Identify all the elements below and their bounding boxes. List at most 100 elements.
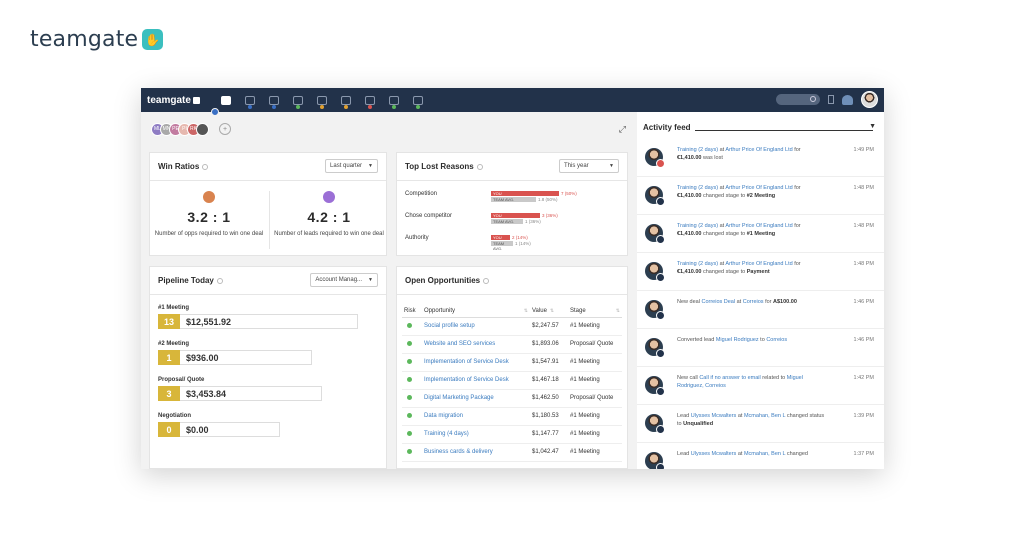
nav-briefcase[interactable] xyxy=(310,88,334,112)
col-value[interactable]: Value ⇅ xyxy=(530,305,568,318)
table-row[interactable]: Digital Marketing Package $1,462.50 Propos… xyxy=(402,389,622,408)
value-cell: $1,462.50 xyxy=(530,389,568,408)
activity-type-icon xyxy=(656,235,665,244)
nav-globe[interactable] xyxy=(238,88,262,112)
pipeline-stage[interactable]: #1 Meeting 13 $12,551.92 xyxy=(158,305,358,329)
opportunity-cell[interactable]: Implementation of Service Desk xyxy=(422,371,530,390)
opportunity-cell[interactable]: Implementation of Service Desk xyxy=(422,353,530,372)
table-row[interactable]: Training (4 days) $1,147.77 #1 Meeting xyxy=(402,425,622,444)
you-bar-label: 7 (50%) xyxy=(561,191,577,196)
feed-time: 1:37 PM xyxy=(853,451,874,457)
feed-link[interactable]: Mcmahan, Ben L xyxy=(743,451,786,457)
feed-link[interactable]: Miguel Rodriguez, Correios xyxy=(677,375,803,390)
nav-status-dot xyxy=(415,105,420,109)
table-row[interactable]: Website and SEO services $1,893.06 Proposa… xyxy=(402,335,622,354)
nav-status-dot xyxy=(367,105,372,109)
col-risk[interactable]: Risk xyxy=(402,305,422,318)
opportunity-link[interactable]: Implementation of Service Desk xyxy=(424,377,509,383)
filter-icon[interactable]: ▼ xyxy=(869,123,876,130)
stage-name: #1 Meeting xyxy=(158,305,190,311)
pipeline-stage[interactable]: #2 Meeting 1 $936.00 xyxy=(158,341,312,365)
opportunity-link[interactable]: Data migration xyxy=(424,413,464,419)
opportunity-link[interactable]: Website and SEO services xyxy=(424,341,496,347)
opportunity-link[interactable]: Business cards & delivery xyxy=(424,449,493,455)
info-icon[interactable] xyxy=(216,277,223,284)
table-row[interactable]: Implementation of Service Desk $1,467.18 #… xyxy=(402,371,622,390)
stage-count: 0 xyxy=(158,422,180,437)
feed-link[interactable]: Ulysses Mcwalters xyxy=(690,451,737,457)
feed-time: 1:46 PM xyxy=(853,299,874,305)
feed-link[interactable]: Correios xyxy=(766,337,788,343)
opportunity-link[interactable]: Training (4 days) xyxy=(424,431,469,437)
panel-title: Pipeline Today xyxy=(158,276,214,285)
feed-link[interactable]: Mcmahan, Ben L xyxy=(743,413,786,419)
feed-link[interactable]: Correios Deal xyxy=(701,299,736,305)
nav-building[interactable] xyxy=(262,88,286,112)
app-logo[interactable]: teamgate xyxy=(147,95,200,106)
you-bar-label: 2 (14%) xyxy=(512,235,528,240)
nav-lock[interactable] xyxy=(358,88,382,112)
nav-status-dot xyxy=(295,105,300,109)
add-user-button[interactable]: + xyxy=(219,123,231,135)
col-stage[interactable]: Stage ⇅ xyxy=(568,305,622,318)
feed-item: New deal Correios Deal at Correios for A… xyxy=(637,292,884,329)
table-row[interactable]: Data migration $1,180.53 #1 Meeting xyxy=(402,407,622,426)
info-icon[interactable] xyxy=(476,163,483,170)
nav-status-dot xyxy=(319,105,324,109)
table-row[interactable]: Business cards & delivery $1,042.47 #1 Mee… xyxy=(402,443,622,462)
user-avatar[interactable] xyxy=(861,91,878,108)
feed-link[interactable]: Training (2 days) xyxy=(677,261,719,267)
expand-icon[interactable]: ⤢ xyxy=(618,124,626,134)
info-icon[interactable] xyxy=(202,163,209,170)
opportunity-link[interactable]: Social profile setup xyxy=(424,323,475,329)
opportunity-cell[interactable]: Digital Marketing Package xyxy=(422,389,530,408)
period-select[interactable]: This year ▼ xyxy=(559,159,619,173)
feed-link[interactable]: Arthur Price Of England Ltd xyxy=(725,185,793,191)
feed-link[interactable]: Training (2 days) xyxy=(677,223,719,229)
nav-world[interactable] xyxy=(406,88,430,112)
world-icon xyxy=(412,95,423,105)
opportunity-link[interactable]: Digital Marketing Package xyxy=(424,395,494,401)
owner-select[interactable]: Account Manag... ▼ xyxy=(310,273,378,287)
search-input[interactable] xyxy=(776,94,820,105)
feed-link[interactable]: Arthur Price Of England Ltd xyxy=(725,147,793,153)
feed-link[interactable]: Arthur Price Of England Ltd xyxy=(725,223,793,229)
feed-link[interactable]: Training (2 days) xyxy=(677,185,719,191)
panel-title: Win Ratios xyxy=(158,162,200,171)
opportunity-link[interactable]: Implementation of Service Desk xyxy=(424,359,509,365)
feed-item-text: Converted lead Miguel Rodriguez to Corre… xyxy=(677,337,788,343)
pipeline-stage[interactable]: Proposal/ Quote 3 $3,453.84 xyxy=(158,377,322,401)
opportunity-cell[interactable]: Training (4 days) xyxy=(422,425,530,444)
activity-type-icon xyxy=(656,463,665,469)
nav-person[interactable] xyxy=(286,88,310,112)
document-icon[interactable] xyxy=(828,95,834,104)
table-row[interactable]: Social profile setup $2,247.57 #1 Meeting xyxy=(402,317,622,336)
table-row[interactable]: Implementation of Service Desk $1,547.91 #… xyxy=(402,353,622,372)
nav-calendar[interactable] xyxy=(334,88,358,112)
activity-type-icon xyxy=(656,273,665,282)
feed-item-text: Lead Ulysses Mcwalters at Mcmahan, Ben L… xyxy=(677,451,808,457)
nav-document[interactable] xyxy=(382,88,406,112)
col-opportunity[interactable]: Opportunity ⇅ xyxy=(422,305,530,318)
nav-status-dot xyxy=(247,105,252,109)
opportunity-cell[interactable]: Business cards & delivery xyxy=(422,443,530,462)
opportunity-cell[interactable]: Website and SEO services xyxy=(422,335,530,354)
feed-link[interactable]: Training (2 days) xyxy=(677,147,719,153)
nav-status-dot xyxy=(343,105,348,109)
opportunity-cell[interactable]: Social profile setup xyxy=(422,317,530,336)
feed-link[interactable]: Call if no answer to email xyxy=(699,375,761,381)
opportunity-cell[interactable]: Data migration xyxy=(422,407,530,426)
feed-link[interactable]: Correios xyxy=(742,299,764,305)
feed-link[interactable]: Arthur Price Of England Ltd xyxy=(725,261,793,267)
feed-title-underline xyxy=(695,130,873,131)
activity-type-icon xyxy=(656,425,665,434)
period-select[interactable]: Last quarter ▼ xyxy=(325,159,378,173)
feed-item: Training (2 days) at Arthur Price Of Eng… xyxy=(637,254,884,291)
feed-link[interactable]: Ulysses Mcwalters xyxy=(690,413,737,419)
users-icon[interactable] xyxy=(842,94,853,105)
nav-dashboard[interactable] xyxy=(214,88,238,112)
info-icon[interactable] xyxy=(483,277,490,284)
team-member-avatar[interactable] xyxy=(196,122,209,136)
feed-link[interactable]: Miguel Rodriguez xyxy=(715,337,759,343)
pipeline-stage[interactable]: Negotiation 0 $0.00 xyxy=(158,413,280,437)
